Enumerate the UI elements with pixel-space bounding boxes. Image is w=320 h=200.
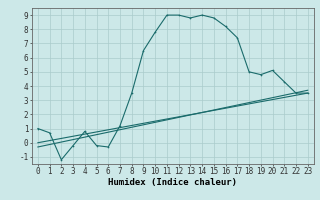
X-axis label: Humidex (Indice chaleur): Humidex (Indice chaleur) — [108, 178, 237, 187]
